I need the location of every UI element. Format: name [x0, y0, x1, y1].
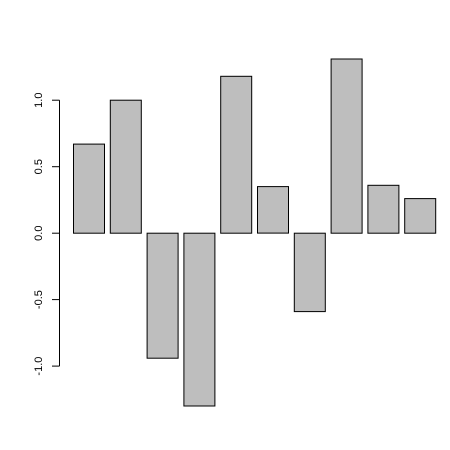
bar-3	[146, 232, 179, 359]
bar-4	[183, 232, 216, 407]
y-tick-label: 0.0	[33, 226, 45, 241]
bar-1	[73, 143, 105, 234]
y-tick-label: -0.5	[33, 290, 45, 309]
bar-6	[257, 186, 289, 234]
bar-9	[367, 184, 400, 234]
bar-8	[330, 58, 363, 234]
y-tick-label: 1.0	[33, 93, 45, 108]
bar-5	[220, 75, 253, 234]
y-tick-label: -1.0	[33, 357, 45, 376]
bar-2	[109, 99, 142, 234]
bar-7	[293, 232, 326, 313]
y-tick-label: 0.5	[33, 159, 45, 174]
y-axis: -1.0 -0.5 0.0 0.5 1.0	[33, 93, 60, 376]
bars-group	[73, 58, 437, 407]
bar-10	[404, 198, 437, 234]
